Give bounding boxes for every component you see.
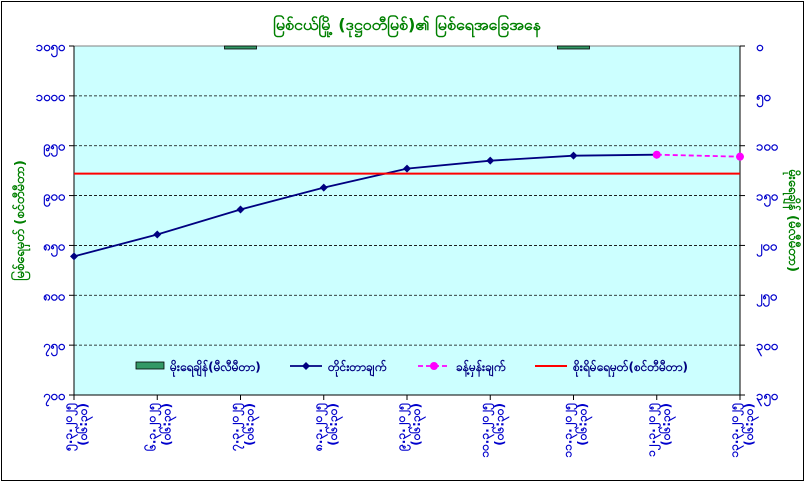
plot-area xyxy=(73,45,741,396)
left-tick-label: ၇၅၀ xyxy=(43,339,66,357)
right-tick-label: ၁၀၀ xyxy=(756,140,779,155)
forecast-point xyxy=(652,150,661,159)
right-tick-label: ၀ xyxy=(756,40,764,55)
right-tick-label: ၂၅၀ xyxy=(756,289,778,307)
x-tick-date: ၁၀.၃.၂၀၂၅ xyxy=(477,403,495,458)
legend-label: မိုးရေချိန်(မီလီမီတာ) xyxy=(169,358,261,378)
left-tick-label: ၇၀၀ xyxy=(43,389,66,407)
x-tick-date: ၉.၃.၂၀၂၅ xyxy=(394,403,412,452)
x-tick-label: ၁၀.၃.၂၀၂၅ (၀၆:၃၀) xyxy=(477,403,510,458)
x-tick-time: (၀၆:၃၀) xyxy=(74,403,94,446)
legend-item: မိုးရေချိန်(မီလီမီတာ) xyxy=(135,358,261,378)
x-tick-date: ၇.၃.၂၀၂၅ xyxy=(228,403,246,452)
x-tick-label: ၁၂.၃.၂၀၂၅ (၀၆:၃၀) xyxy=(644,403,677,457)
x-tick-label: ၁၃.၃.၂၀၂၅ (၀၆:၃၀) xyxy=(727,403,760,458)
x-tick-time: (၀၆:၃၀) xyxy=(157,403,177,446)
legend-label: ခန့်မှန်းချက် xyxy=(456,358,506,378)
left-tick-label: ၁၀၀၀ xyxy=(36,90,66,105)
observed-point xyxy=(319,183,328,192)
left-tick-label: ၉၅၀ xyxy=(43,140,66,158)
observed-point xyxy=(486,156,495,165)
x-tick-time: (၀၆:၃၀) xyxy=(657,403,677,446)
x-tick-label: ၉.၃.၂၀၂၅ (၀၆:၃၀) xyxy=(394,403,427,452)
right-tick-label: ၅၀ xyxy=(756,90,771,108)
x-tick-label: ၇.၃.၂၀၂၅ (၀၆:၃၀) xyxy=(228,403,261,452)
x-tick-label: ၁၁.၃.၂၀၂၅ (၀၆:၃၀) xyxy=(561,403,594,458)
left-tick-label: ၉၀၀ xyxy=(43,190,66,208)
x-tick-label: ၆.၃.၂၀၂၅ (၀၆:၃၀) xyxy=(142,403,177,452)
legend-item: တိုင်းတာချက် xyxy=(290,358,387,378)
x-tick-time: (၀၆:၃၀) xyxy=(740,403,760,446)
left-tick-label: ၁၀၅၀ xyxy=(36,40,66,58)
x-tick-date: ၈.၃.၂၀၂၅ xyxy=(311,403,329,452)
x-tick-date: ၆.၃.၂၀၂၅ xyxy=(142,403,162,452)
right-tick-label: ၁၅၀ xyxy=(756,190,779,208)
legend-label: စိုးရိမ်ရေမှတ်(စင်တီမီတာ) xyxy=(572,358,688,378)
observed-point xyxy=(153,230,162,239)
legend-marker xyxy=(430,362,438,370)
observed-point xyxy=(70,252,78,261)
right-axis-title: မိုးရေချိန် (မီလီမီတာ) xyxy=(782,169,802,272)
left-tick-label: ၈၅၀ xyxy=(43,239,66,257)
forecast-line xyxy=(656,153,741,158)
observed-point xyxy=(236,205,245,214)
x-tick-date: ၅.၃.၂၀၂၅ xyxy=(61,403,79,452)
chart-title: မြစ်ငယ်မြို့ (ဒုဋ္ဌဝတီမြစ်)၏ မြစ်ရေအခြေအ… xyxy=(273,14,541,38)
right-tick-label: ၃၀၀ xyxy=(756,339,779,357)
x-tick-time: (၀၆:၃၀) xyxy=(574,403,594,446)
observed-point xyxy=(569,151,578,160)
x-tick-date: ၁၁.၃.၂၀၂၅ xyxy=(561,403,579,458)
x-tick-time: (၀၆:၃၀) xyxy=(324,403,344,446)
left-tick-label: ၈၀၀ xyxy=(43,289,66,304)
legend-label: တိုင်းတာချက် xyxy=(327,358,387,378)
right-tick-label: ၃၅၀ xyxy=(756,389,779,407)
x-tick-date: ၁၂.၃.၂၀၂၅ xyxy=(644,403,662,457)
x-tick-time: (၀၆:၃၀) xyxy=(407,403,427,446)
legend-item: စိုးရိမ်ရေမှတ်(စင်တီမီတာ) xyxy=(535,358,688,378)
forecast-point xyxy=(736,152,744,161)
legend-item: ခန့်မှန်းချက် xyxy=(418,358,506,378)
observed-line xyxy=(73,153,657,258)
observed-point xyxy=(403,164,411,173)
x-tick-time: (၀၆:၃၀) xyxy=(241,403,261,446)
x-tick-date: ၁၃.၃.၂၀၂၅ xyxy=(727,403,745,458)
rainfall-bar xyxy=(224,45,257,50)
left-axis-title: မြစ်ရေမှတ် (စင်တီမီတာ) xyxy=(10,160,31,281)
x-tick-label: ၈.၃.၂၀၂၅ (၀၆:၃၀) xyxy=(311,403,344,452)
rainfall-bar xyxy=(557,45,590,50)
legend-marker xyxy=(302,362,310,370)
x-tick-time: (၀၆:၃၀) xyxy=(490,403,510,446)
legend-swatch-bar xyxy=(135,361,165,370)
x-tick-label: ၅.၃.၂၀၂၅ (၀၆:၃၀) xyxy=(61,403,94,452)
right-tick-label: ၂၀၀ xyxy=(756,239,778,257)
